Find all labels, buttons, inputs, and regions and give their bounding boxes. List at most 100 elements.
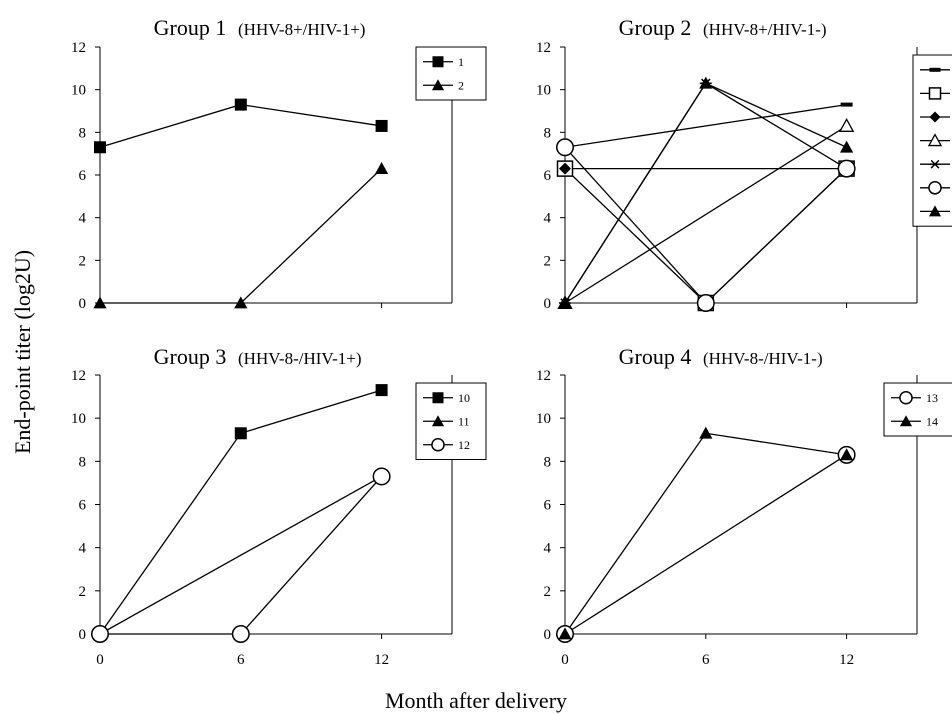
y-tick-label: 12	[71, 40, 86, 56]
x-tick-label: 0	[96, 652, 104, 668]
data-point-3	[840, 102, 853, 107]
data-point-12	[372, 467, 391, 486]
y-tick-label: 10	[71, 411, 86, 427]
y-tick-label: 4	[544, 541, 552, 557]
y-tick-label: 8	[79, 454, 87, 470]
series-line-4	[564, 168, 848, 304]
data-point-2	[93, 296, 107, 309]
legend-box	[883, 382, 952, 437]
legend-marker-11	[431, 415, 445, 427]
y-tick-label: 4	[79, 541, 87, 557]
legend-label: 14	[926, 414, 938, 428]
panel-title: Group 1	[154, 15, 227, 40]
data-point-12	[231, 625, 250, 643]
data-point-10	[234, 427, 247, 440]
legend-marker-14	[899, 415, 913, 427]
x-tick-label: 6	[237, 652, 245, 668]
x-tick-label: 12	[839, 652, 854, 668]
data-point-1	[234, 98, 247, 111]
data-point-14	[840, 448, 854, 461]
y-tick-label: 4	[544, 211, 552, 227]
legend-marker-9	[928, 205, 942, 217]
y-tick-label: 6	[544, 168, 552, 184]
data-point-9	[840, 140, 854, 153]
y-tick-label: 2	[544, 584, 552, 600]
data-point-9	[558, 296, 572, 309]
panel-title: Group 4	[619, 344, 692, 369]
x-tick-label: 0	[561, 652, 569, 668]
legend-marker-13	[899, 390, 913, 405]
y-tick-label: 0	[544, 627, 552, 643]
panel-subtitle: (HHV-8+/HIV-1-)	[703, 20, 827, 39]
legend: 13 14	[883, 382, 952, 437]
y-axis-label: End-point titer (log2U)	[10, 250, 35, 454]
legend-marker-4	[928, 87, 942, 100]
series-line-8	[564, 146, 848, 304]
data-point-6	[838, 117, 855, 132]
panel-title: Group 2	[619, 15, 692, 40]
legend-label: 10	[458, 391, 470, 405]
series-line-10	[99, 389, 382, 635]
panel-2: Group 2 (HHV-8+/HIV-1-) 0 2 4 6 8 10 12 3456789	[536, 15, 952, 312]
legend-marker-8	[928, 181, 942, 195]
data-point-2	[234, 296, 248, 309]
legend-label: 11	[458, 414, 470, 428]
legend-label: 12	[458, 438, 470, 452]
data-point-2	[375, 162, 389, 174]
legend-marker-12	[431, 437, 445, 452]
legend-box	[415, 46, 487, 101]
legend-marker-6	[927, 133, 943, 147]
y-tick-label: 2	[79, 584, 87, 600]
legend-marker-3	[929, 67, 941, 72]
data-point-8	[556, 138, 574, 157]
series-line-3	[564, 103, 847, 148]
y-tick-label: 10	[536, 411, 551, 427]
legend-label: 2	[458, 78, 464, 92]
data-point-1	[375, 119, 388, 132]
series-line-11	[99, 475, 382, 635]
data-point-14	[558, 627, 572, 640]
panel-subtitle: (HHV-8+/HIV-1+)	[238, 20, 365, 39]
y-tick-label: 6	[79, 168, 87, 184]
y-tick-label: 2	[544, 253, 552, 269]
panel-subtitle: (HHV-8-/HIV-1-)	[703, 349, 823, 368]
y-tick-label: 10	[71, 83, 86, 99]
legend-marker-2	[431, 79, 445, 91]
data-point-12	[91, 625, 109, 643]
data-point-14	[699, 426, 713, 439]
y-tick-label: 0	[79, 627, 87, 643]
y-tick-label: 8	[544, 125, 552, 141]
y-tick-label: 2	[79, 253, 87, 269]
legend: 12	[415, 46, 487, 101]
series-line-2	[100, 168, 383, 304]
y-tick-label: 12	[536, 40, 551, 56]
y-tick-label: 12	[71, 368, 86, 384]
legend-marker-10	[432, 392, 444, 404]
y-tick-label: 6	[544, 498, 552, 514]
data-point-9	[699, 76, 713, 89]
legend-marker-5	[929, 111, 941, 123]
legend-label: 13	[926, 391, 938, 405]
legend: 10 11 12	[415, 382, 487, 460]
data-point-10	[375, 384, 388, 397]
legend: 3456789	[912, 54, 952, 227]
x-tick-label: 6	[702, 652, 710, 668]
series-line-14	[564, 432, 847, 635]
panel-title: Group 3	[154, 344, 227, 369]
y-tick-label: 8	[544, 454, 552, 470]
panel-subtitle: (HHV-8-/HIV-1+)	[238, 349, 362, 368]
series-line-13	[564, 454, 847, 635]
x-axis-label: Month after delivery	[385, 688, 567, 713]
y-tick-label: 12	[536, 368, 551, 384]
y-tick-label: 10	[536, 83, 551, 99]
series-line-1	[99, 103, 382, 148]
legend-label: 1	[458, 55, 464, 69]
data-point-1	[94, 141, 106, 154]
y-tick-label: 4	[79, 211, 87, 227]
data-point-5	[559, 162, 571, 175]
legend-marker-7	[929, 159, 941, 169]
